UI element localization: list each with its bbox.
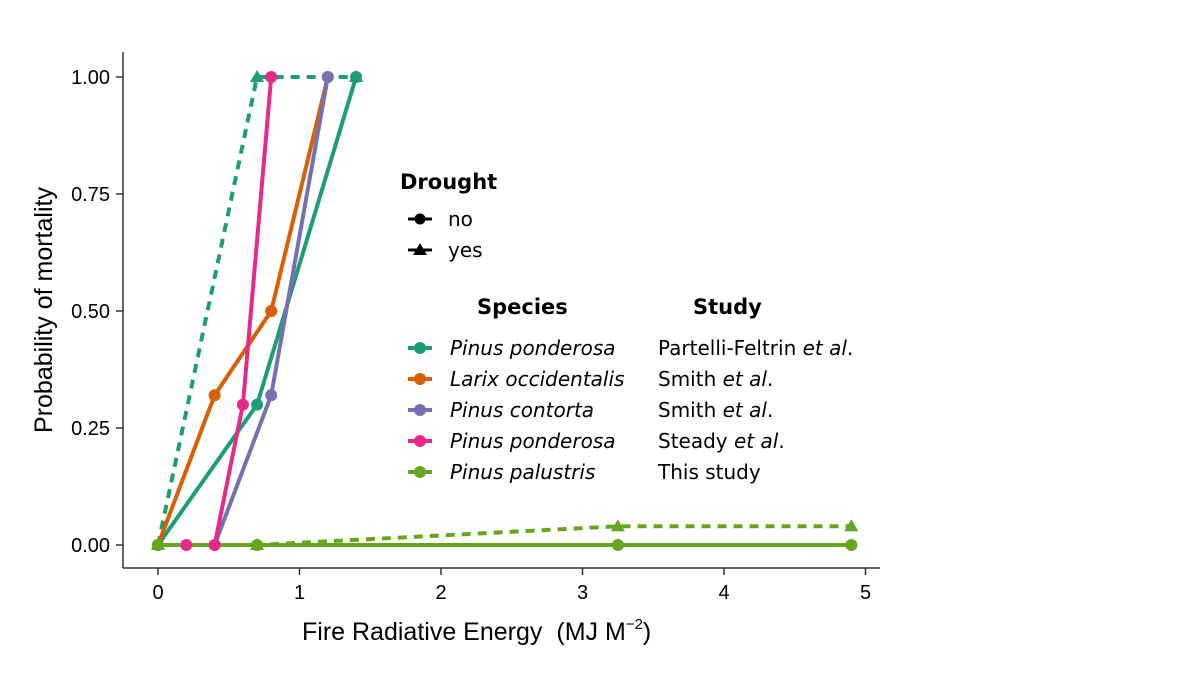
species-name: Pinus palustris — [450, 460, 595, 484]
drought-legend: Drought no yes — [400, 170, 497, 262]
species-name: Pinus ponderosa — [450, 429, 616, 453]
series-layer — [151, 70, 859, 551]
species-name: Pinus contorta — [450, 398, 594, 422]
drought-key-marker-yes — [413, 243, 427, 255]
series — [156, 75, 357, 546]
species-legend: Species Study Pinus ponderosa Partelli-Fe… — [408, 295, 853, 484]
data-point — [236, 398, 249, 411]
study-legend-title: Study — [693, 295, 762, 319]
species-legend-title: Species — [477, 295, 568, 319]
data-point — [321, 71, 334, 83]
series — [186, 76, 274, 547]
x-tick-label: 2 — [435, 582, 446, 604]
species-legend-item: Pinus ponderosa Partelli-Feltrin et al. — [408, 336, 853, 360]
series-line — [186, 76, 274, 547]
data-point — [208, 389, 221, 402]
y-tick-label: 0.00 — [71, 535, 110, 557]
species-legend-items: Pinus ponderosa Partelli-Feltrin et al. La… — [408, 336, 853, 484]
study-name: Smith et al. — [658, 367, 773, 391]
series-line — [158, 524, 852, 547]
data-point — [180, 539, 193, 551]
data-point — [610, 519, 625, 532]
data-point — [251, 398, 264, 411]
species-key-marker — [414, 342, 426, 354]
species-legend-item: Larix occidentalis Smith et al. — [408, 367, 773, 391]
x-tick-label: 0 — [152, 582, 163, 604]
data-point — [611, 539, 624, 551]
x-tick-label: 1 — [294, 582, 305, 604]
drought-legend-title: Drought — [400, 170, 497, 194]
series-markers — [152, 71, 334, 551]
data-point — [844, 519, 859, 532]
species-key-marker — [414, 373, 426, 385]
x-axis-title: Fire Radiative Energy (MJ M−2) — [302, 616, 651, 646]
data-point — [845, 539, 858, 551]
x-tick-label: 5 — [860, 582, 871, 604]
species-name: Pinus ponderosa — [450, 336, 616, 360]
species-legend-item: Pinus ponderosa Steady et al. — [408, 429, 785, 453]
data-point — [265, 389, 278, 402]
drought-legend-yes-label: yes — [448, 238, 483, 262]
series — [156, 76, 359, 547]
x-tick-label: 3 — [577, 582, 588, 604]
data-point — [349, 70, 364, 82]
data-point — [250, 70, 265, 82]
series — [158, 524, 852, 547]
study-name: This study — [657, 460, 761, 484]
ticks-layer: 0 1 2 3 4 5 0.00 0.25 0.50 0.75 1.00 — [71, 67, 871, 604]
series-markers — [151, 519, 859, 550]
species-legend-item: Pinus contorta Smith et al. — [408, 398, 773, 422]
species-key-marker — [414, 404, 426, 416]
series-line — [156, 75, 357, 546]
series-markers — [152, 539, 858, 551]
series-line — [156, 76, 359, 547]
series-markers — [180, 71, 278, 551]
data-point — [151, 538, 165, 550]
study-name: Partelli-Feltrin et al. — [658, 336, 853, 360]
data-point — [250, 538, 265, 550]
drought-legend-no-label: no — [448, 207, 473, 231]
drought-key-marker-no — [414, 213, 426, 225]
x-tick-label: 4 — [718, 582, 729, 604]
y-tick-label: 0.25 — [71, 418, 110, 440]
y-tick-label: 1.00 — [71, 67, 110, 89]
data-point — [265, 71, 278, 83]
y-axis-title: Probability of mortality — [30, 187, 58, 433]
species-key-marker — [414, 435, 426, 447]
y-tick-label: 0.75 — [71, 184, 110, 206]
species-key-marker — [414, 466, 426, 478]
series — [156, 76, 330, 546]
data-point — [265, 305, 278, 317]
species-legend-item: Pinus palustris This study — [408, 460, 761, 484]
study-name: Smith et al. — [658, 398, 773, 422]
y-tick-label: 0.50 — [71, 301, 110, 323]
data-point — [208, 539, 221, 551]
series-line — [156, 76, 330, 546]
study-name: Steady et al. — [658, 429, 785, 453]
species-name: Larix occidentalis — [450, 367, 624, 391]
